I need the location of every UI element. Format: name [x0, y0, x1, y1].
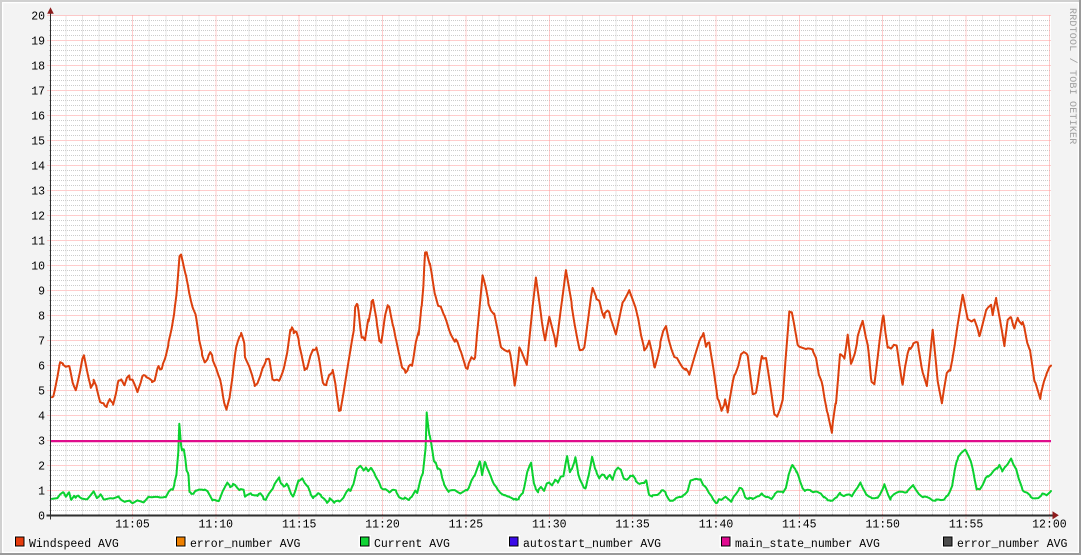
svg-text:19: 19	[31, 36, 45, 49]
svg-text:Current AVG: Current AVG	[374, 538, 450, 551]
svg-text:18: 18	[31, 61, 45, 74]
svg-text:11:20: 11:20	[365, 518, 400, 531]
svg-text:11:50: 11:50	[865, 518, 900, 531]
svg-text:0: 0	[38, 511, 45, 524]
svg-text:10: 10	[31, 261, 45, 274]
svg-text:15: 15	[31, 136, 45, 149]
svg-text:11:45: 11:45	[782, 518, 817, 531]
svg-text:11:25: 11:25	[449, 518, 484, 531]
svg-text:4: 4	[38, 411, 45, 424]
svg-text:3: 3	[38, 436, 45, 449]
svg-text:12:00: 12:00	[1032, 518, 1067, 531]
svg-text:16: 16	[31, 111, 45, 124]
svg-text:2: 2	[38, 461, 45, 474]
svg-text:RRDTOOL / TOBI OETIKER: RRDTOOL / TOBI OETIKER	[1066, 8, 1078, 144]
svg-text:14: 14	[31, 161, 45, 174]
svg-text:11:10: 11:10	[199, 518, 234, 531]
svg-text:13: 13	[31, 186, 45, 199]
svg-text:11:40: 11:40	[699, 518, 734, 531]
svg-text:20: 20	[31, 11, 45, 24]
svg-text:7: 7	[38, 336, 45, 349]
svg-text:main_state_number AVG: main_state_number AVG	[735, 538, 880, 551]
svg-text:autostart_number AVG: autostart_number AVG	[523, 538, 661, 551]
svg-text:Windspeed AVG: Windspeed AVG	[29, 538, 119, 551]
svg-text:11: 11	[31, 236, 45, 249]
svg-text:error_number AVG: error_number AVG	[190, 538, 301, 551]
svg-text:6: 6	[38, 361, 45, 374]
svg-text:8: 8	[38, 311, 45, 324]
svg-text:17: 17	[31, 86, 45, 99]
svg-text:11:55: 11:55	[949, 518, 984, 531]
svg-text:11:15: 11:15	[282, 518, 317, 531]
svg-text:11:35: 11:35	[615, 518, 650, 531]
svg-text:11:05: 11:05	[115, 518, 150, 531]
svg-text:9: 9	[38, 286, 45, 299]
svg-text:error_number AVG: error_number AVG	[957, 538, 1068, 551]
svg-text:5: 5	[38, 386, 45, 399]
svg-text:1: 1	[38, 486, 45, 499]
svg-text:12: 12	[31, 211, 45, 224]
svg-text:11:30: 11:30	[532, 518, 567, 531]
